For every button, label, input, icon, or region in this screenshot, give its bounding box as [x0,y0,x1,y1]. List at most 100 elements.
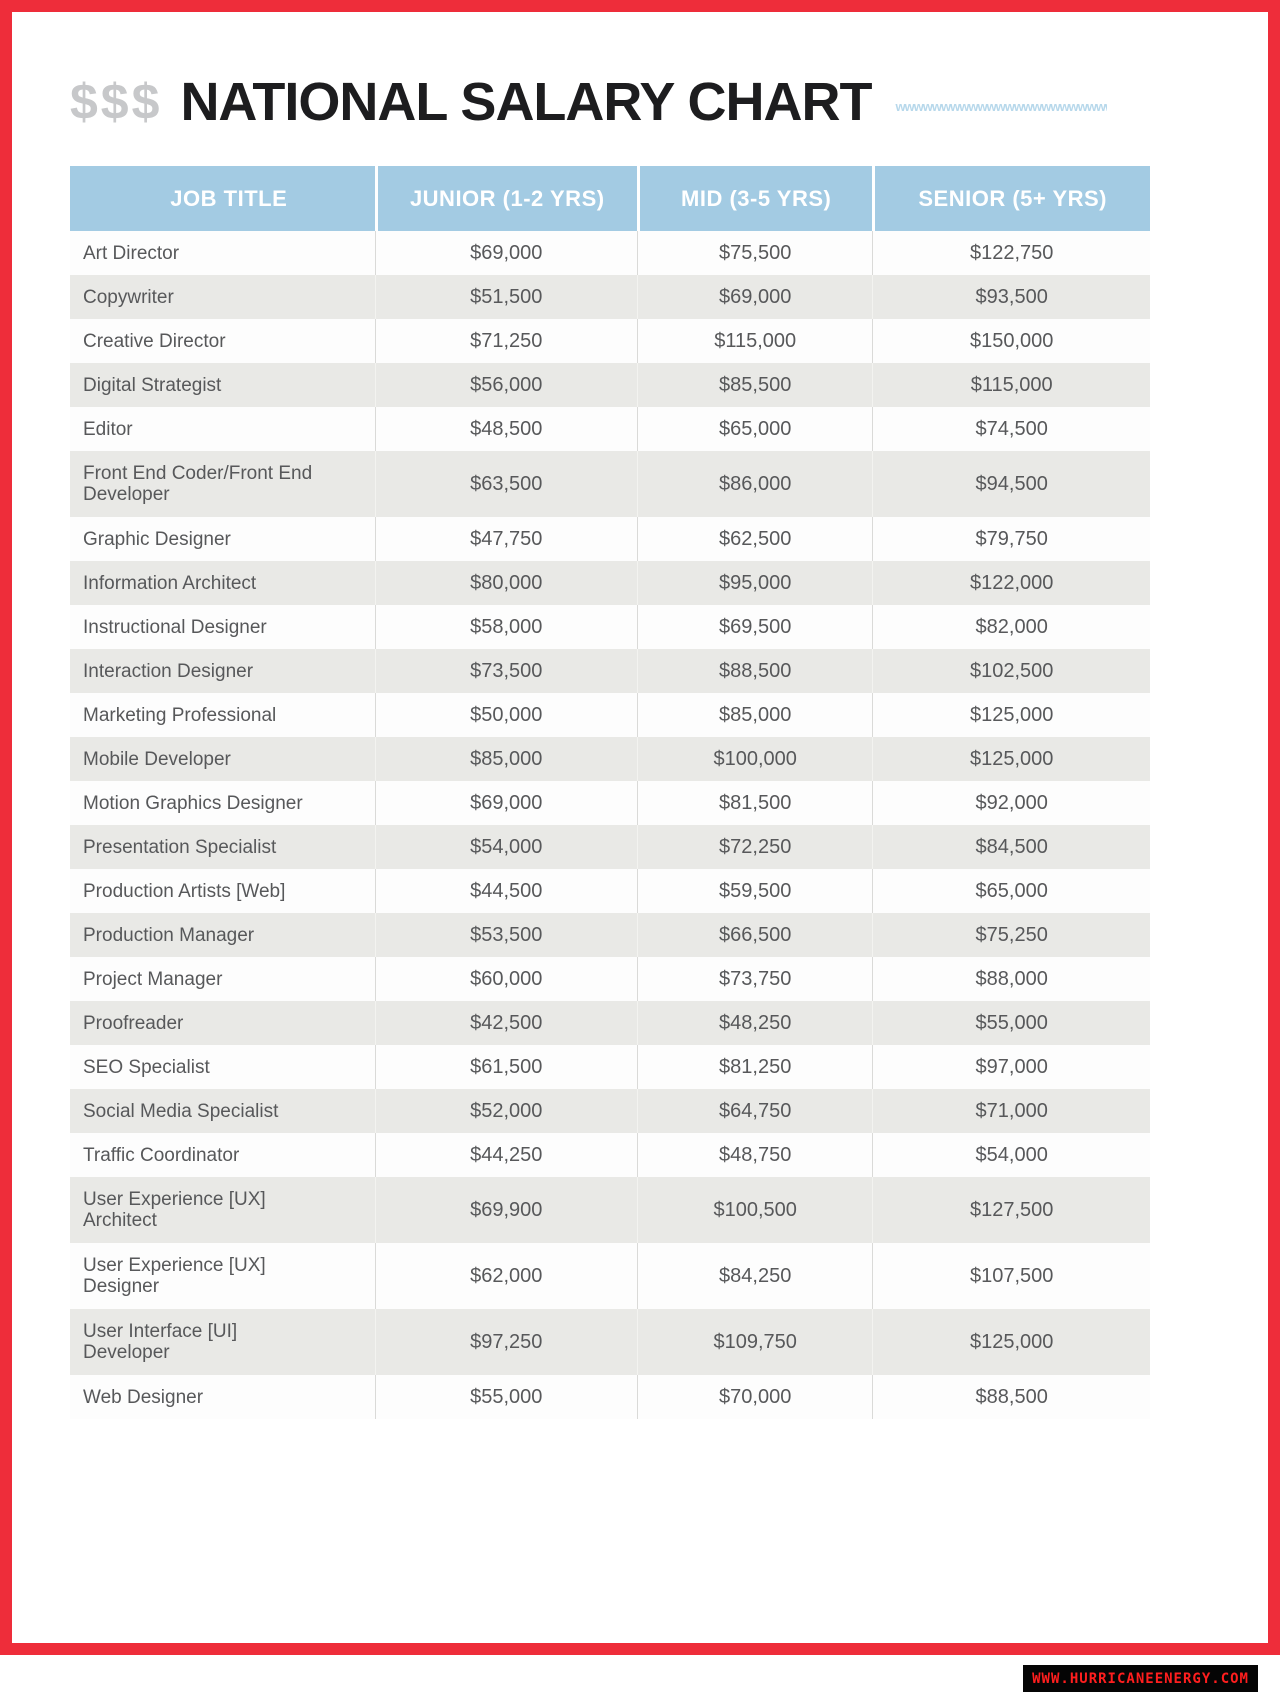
senior-salary-cell: $84,500 [872,825,1150,869]
mid-salary-cell: $70,000 [636,1375,872,1419]
page-title: NATIONAL SALARY CHART [180,72,872,132]
table-row: Instructional Designer $58,000 $69,500 $82,… [70,605,1150,649]
job-title-cell: User Experience [UX] Architect [83,1189,266,1231]
table-row: Graphic Designer $47,750 $62,500 $79,750 [70,517,1150,561]
mid-salary-cell: $88,500 [636,649,872,693]
table-body: Art Director $69,000 $75,500 $122,750 Copywr… [70,231,1150,1419]
job-title-cell: User Experience [UX] Designer [83,1255,266,1297]
junior-salary-cell: $42,500 [374,1001,637,1045]
junior-salary-cell: $71,250 [374,319,637,363]
senior-salary-cell: $125,000 [872,737,1150,781]
column-header-senior: SENIOR (5+ YRS) [872,166,1150,231]
column-header-job-title: JOB TITLE [170,185,288,211]
mid-salary-cell: $66,500 [636,913,872,957]
job-title-cell: Copywriter [83,286,174,308]
mid-salary-cell: $95,000 [636,561,872,605]
junior-salary-cell: $53,500 [374,913,637,957]
junior-salary-cell: $58,000 [374,605,637,649]
table-row: SEO Specialist $61,500 $81,250 $97,000 [70,1045,1150,1089]
table-row: Web Designer $55,000 $70,000 $88,500 [70,1375,1150,1419]
job-title-cell: Creative Director [83,330,226,352]
senior-salary-cell: $107,500 [872,1243,1150,1309]
table-row: Proofreader $42,500 $48,250 $55,000 [70,1001,1150,1045]
senior-salary-cell: $88,000 [872,957,1150,1001]
job-title-cell: SEO Specialist [83,1056,210,1078]
job-title-cell: Project Manager [83,968,223,990]
job-title-cell: Marketing Professional [83,704,277,726]
senior-salary-cell: $94,500 [872,451,1150,517]
job-title-cell: Mobile Developer [83,748,231,770]
senior-salary-cell: $97,000 [872,1045,1150,1089]
salary-table: JOB TITLE JUNIOR (1-2 YRS) MID (3-5 YRS)… [70,166,1150,1419]
table-row: Art Director $69,000 $75,500 $122,750 [70,231,1150,275]
junior-salary-cell: $44,250 [374,1133,637,1177]
job-title-cell: User Interface [UI] Developer [83,1321,238,1363]
job-title-cell: Presentation Specialist [83,836,277,858]
mid-salary-cell: $59,500 [636,869,872,913]
senior-salary-cell: $125,000 [872,1309,1150,1375]
job-title-cell: Instructional Designer [83,616,267,638]
junior-salary-cell: $51,500 [374,275,637,319]
junior-salary-cell: $69,000 [374,231,637,275]
job-title-cell: Web Designer [83,1386,204,1408]
page-background: $$$ NATIONAL SALARY CHART wwwwwwwwwwwwww… [12,70,1268,1701]
mid-salary-cell: $69,000 [636,275,872,319]
table-row: User Interface [UI] Developer $97,250 $109… [70,1309,1150,1375]
table-row: Digital Strategist $56,000 $85,500 $115,000 [70,363,1150,407]
junior-salary-cell: $48,500 [374,407,637,451]
table-row: Traffic Coordinator $44,250 $48,750 $54,000 [70,1133,1150,1177]
table-row: Presentation Specialist $54,000 $72,250 $84… [70,825,1150,869]
junior-salary-cell: $44,500 [374,869,637,913]
table-row: Editor $48,500 $65,000 $74,500 [70,407,1150,451]
mid-salary-cell: $65,000 [636,407,872,451]
mid-salary-cell: $48,250 [636,1001,872,1045]
mid-salary-cell: $81,250 [636,1045,872,1089]
page-header: $$$ NATIONAL SALARY CHART wwwwwwwwwwwwww… [70,70,1268,134]
mid-salary-cell: $85,000 [636,693,872,737]
table-row: Mobile Developer $85,000 $100,000 $125,000 [70,737,1150,781]
senior-salary-cell: $55,000 [872,1001,1150,1045]
mid-salary-cell: $62,500 [636,517,872,561]
table-row: Project Manager $60,000 $73,750 $88,000 [70,957,1150,1001]
senior-salary-cell: $54,000 [872,1133,1150,1177]
job-title-cell: Graphic Designer [83,528,231,550]
mid-salary-cell: $48,750 [636,1133,872,1177]
column-header-junior: JUNIOR (1-2 YRS) [374,166,637,231]
senior-salary-cell: $74,500 [872,407,1150,451]
table-row: Information Architect $80,000 $95,000 $122,… [70,561,1150,605]
job-title-cell: Proofreader [83,1012,184,1034]
mid-salary-cell: $64,750 [636,1089,872,1133]
senior-salary-cell: $102,500 [872,649,1150,693]
junior-salary-cell: $80,000 [374,561,637,605]
job-title-cell: Interaction Designer [83,660,254,682]
mid-salary-cell: $81,500 [636,781,872,825]
mid-salary-cell: $100,500 [636,1177,872,1243]
table-row: User Experience [UX] Architect $69,900 $10… [70,1177,1150,1243]
job-title-cell: Editor [83,418,133,440]
table-row: Motion Graphics Designer $69,000 $81,500 $9… [70,781,1150,825]
table-row: Marketing Professional $50,000 $85,000 $125… [70,693,1150,737]
mid-salary-cell: $115,000 [636,319,872,363]
senior-salary-cell: $127,500 [872,1177,1150,1243]
senior-salary-cell: $65,000 [872,869,1150,913]
junior-salary-cell: $97,250 [374,1309,637,1375]
senior-salary-cell: $82,000 [872,605,1150,649]
senior-salary-cell: $92,000 [872,781,1150,825]
mid-salary-cell: $72,250 [636,825,872,869]
senior-salary-cell: $115,000 [872,363,1150,407]
squiggle-icon: wwwwwwwwwwwwwwwwwwwwwwwwwwwwww [895,99,1107,113]
job-title-cell: Social Media Specialist [83,1100,279,1122]
junior-salary-cell: $73,500 [374,649,637,693]
table-row: Production Manager $53,500 $66,500 $75,250 [70,913,1150,957]
senior-salary-cell: $75,250 [872,913,1150,957]
junior-salary-cell: $69,900 [374,1177,637,1243]
mid-salary-cell: $100,000 [636,737,872,781]
junior-salary-cell: $69,000 [374,781,637,825]
junior-salary-cell: $85,000 [374,737,637,781]
job-title-cell: Art Director [83,242,180,264]
mid-salary-cell: $86,000 [636,451,872,517]
watermark-badge: WWW.HURRICANEENERGY.COM [1023,1665,1258,1692]
junior-salary-cell: $56,000 [374,363,637,407]
job-title-cell: Front End Coder/Front End Developer [83,463,313,505]
junior-salary-cell: $55,000 [374,1375,637,1419]
